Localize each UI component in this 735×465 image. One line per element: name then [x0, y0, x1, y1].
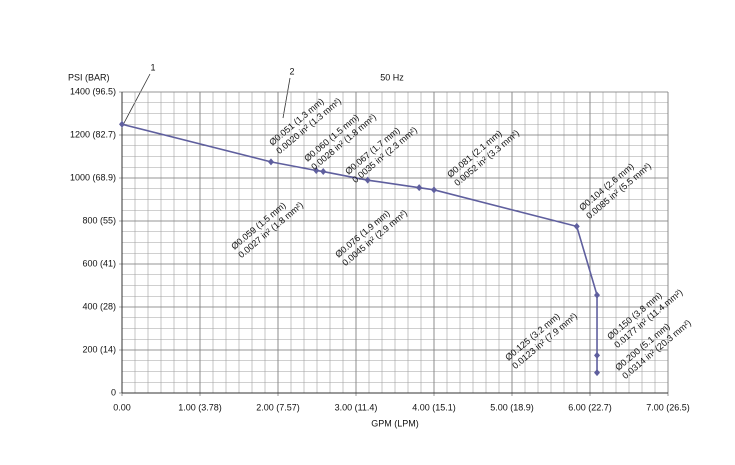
y-tick-label: 600 (41) [82, 258, 116, 268]
data-point [573, 222, 580, 230]
x-tick-label: 5.00 (18.9) [490, 402, 534, 412]
y-tick-label: 400 (28) [82, 301, 116, 311]
data-point [364, 176, 371, 184]
data-point [594, 351, 601, 359]
y-tick-label: 1000 (68.9) [70, 172, 116, 182]
x-tick-label: 6.00 (22.7) [568, 402, 612, 412]
x-tick-label: 1.00 (3.78) [178, 402, 222, 412]
data-point [267, 158, 274, 166]
data-point [431, 186, 437, 194]
x-tick-label: 0.00 [113, 402, 131, 412]
x-tick-label: 2.00 (7.57) [256, 402, 300, 412]
y-tick-label: 800 (55) [82, 215, 116, 225]
y-axis-label: PSI (BAR) [68, 72, 110, 82]
data-point [594, 369, 601, 377]
leader-line [123, 73, 151, 124]
chart-title: 50 Hz [380, 72, 404, 82]
data-point [594, 291, 601, 299]
callout: 1 [150, 62, 155, 72]
data-point [119, 120, 125, 128]
y-tick-label: 1200 (82.7) [70, 129, 116, 139]
callout: 2 [289, 66, 294, 76]
orifice-label: Ø0.059 (1.5 mm)0.0027 in² (1.8 mm²) [229, 200, 305, 260]
orifice-label: Ø0.076 (1.9 mm)0.0045 in² (2.9 mm²) [333, 208, 409, 268]
y-tick-label: 1400 (96.5) [70, 86, 116, 96]
data-point [416, 184, 423, 192]
data-point [313, 166, 320, 174]
y-tick-label: 200 (14) [82, 344, 116, 354]
x-tick-label: 3.00 (11.4) [335, 402, 378, 412]
x-tick-label: 7.00 (26.5) [646, 402, 690, 412]
y-tick-label: 0 [111, 387, 116, 397]
x-axis-label: GPM (LPM) [371, 418, 419, 428]
leader-line [282, 77, 291, 119]
x-tick-label: 4.00 (15.1) [412, 402, 456, 412]
data-point [320, 168, 327, 176]
